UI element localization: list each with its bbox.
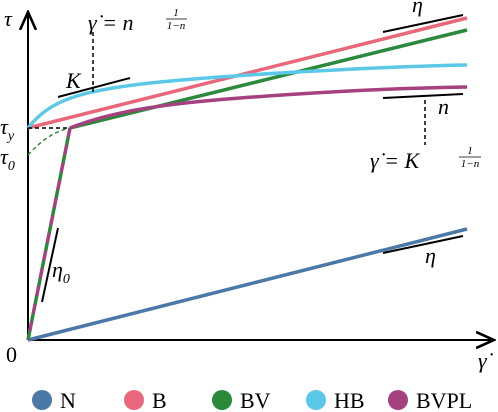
curve-hb xyxy=(26,63,468,130)
k-label: K xyxy=(65,68,82,93)
legend-label: HB xyxy=(334,388,365,412)
formula-numerator: 1 xyxy=(173,7,179,19)
y-axis-label: τ xyxy=(4,6,13,31)
tangent-k xyxy=(57,77,131,98)
legend-swatch xyxy=(306,390,326,410)
tangent-n xyxy=(382,93,464,99)
formula-numerator: 1 xyxy=(467,145,473,157)
origin-label: 0 xyxy=(6,342,17,367)
eta-top-label: η xyxy=(412,0,423,17)
formula-top: γ̇ = n 1 1−n xyxy=(88,7,187,35)
tau-y-label: τy xyxy=(0,114,15,144)
legend-swatch xyxy=(212,390,232,410)
formula-base: γ̇ = n xyxy=(88,10,134,35)
curve-n xyxy=(27,227,468,342)
legend-label: N xyxy=(60,388,76,412)
curve-steep-bvpl xyxy=(26,127,72,341)
legend-label: BVPL xyxy=(416,388,472,412)
tangent-eta-0 xyxy=(41,227,59,303)
x-axis-label: γ̇ xyxy=(478,348,494,373)
formula-denominator: 1−n xyxy=(461,158,480,170)
curve-b xyxy=(27,16,468,130)
curve-bvpl xyxy=(69,85,468,130)
legend-label: BV xyxy=(240,388,271,412)
formula-denominator: 1−n xyxy=(167,20,186,32)
tangent-eta-bottom xyxy=(382,235,464,254)
legend-label: B xyxy=(152,388,167,412)
tangent-eta-top xyxy=(382,14,464,33)
eta-0-label: η0 xyxy=(52,257,70,287)
formula-bottom: γ̇ = K 1 1−n xyxy=(370,145,481,173)
legend-swatch xyxy=(32,390,52,410)
tau-0-label: τ0 xyxy=(0,144,15,174)
legend: N B BV HB BVPL xyxy=(32,388,472,412)
n-label: n xyxy=(438,94,449,119)
legend-swatch xyxy=(388,390,408,410)
eta-bottom-label: η xyxy=(425,243,436,268)
formula-base: γ̇ = K xyxy=(370,148,421,173)
legend-swatch xyxy=(124,390,144,410)
